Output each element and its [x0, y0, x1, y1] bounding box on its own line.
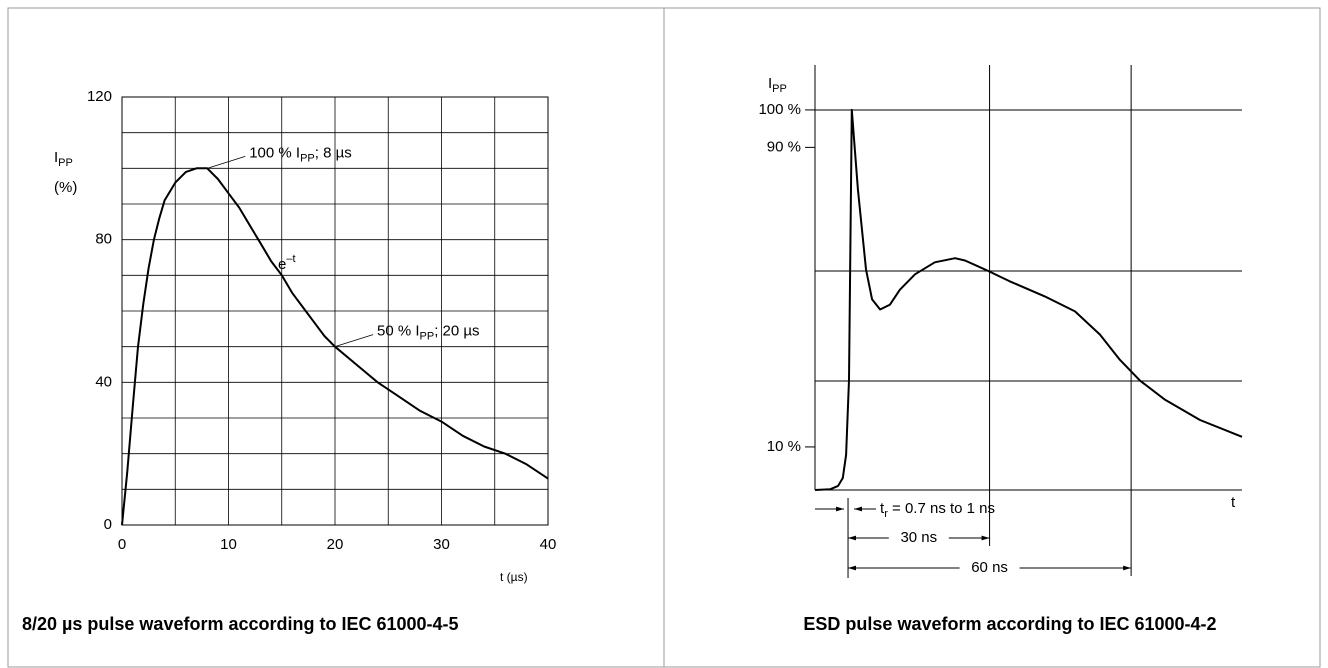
rise-label-part: r [884, 508, 888, 520]
annotation-part: PP [300, 152, 315, 164]
y-tick-label: 120 [87, 88, 112, 105]
y-axis-label-part: I [54, 149, 58, 166]
annotation: 50 % IPP; 20 µs [377, 323, 480, 343]
y-axis-unit: (%) [54, 179, 77, 196]
waveform [121, 167, 549, 526]
y-axis-label-part: PP [58, 157, 73, 169]
y-tick-label: 10 % [767, 438, 801, 455]
waveform [814, 108, 1243, 491]
y-tick-label: 80 [95, 231, 112, 248]
dimension-label: 60 ns [971, 559, 1008, 576]
x-tick-label: 30 [433, 536, 450, 553]
x-tick-label: 20 [327, 536, 344, 553]
y-tick-label: 90 % [767, 138, 801, 155]
annotation: e–t [278, 253, 296, 273]
y-tick-label: 40 [95, 373, 112, 390]
y-axis-label: IPP [54, 149, 73, 169]
y-tick-label: 0 [104, 516, 112, 533]
annotation-part: 50 % I [377, 323, 420, 340]
plot-border [121, 96, 549, 526]
label-background [959, 559, 1020, 577]
dimension-label: 30 ns [900, 529, 937, 546]
rise-label: tr = 0.7 ns to 1 ns [880, 500, 995, 520]
annotation-part: ; 8 µs [315, 144, 352, 161]
annotation-part: e [278, 256, 286, 273]
annotation-part: 100 % I [249, 144, 300, 161]
rise-label-part: t [880, 500, 885, 517]
label-background [888, 529, 949, 547]
y-tick-label: 100 % [758, 101, 801, 118]
x-axis-label: t (µs) [500, 570, 528, 584]
caption: ESD pulse waveform according to IEC 6100… [803, 614, 1216, 634]
y-axis-label-part: PP [772, 83, 787, 95]
x-tick-label: 0 [118, 536, 126, 553]
x-axis-label: t [1231, 494, 1236, 511]
rise-label-part: = 0.7 ns to 1 ns [888, 500, 995, 517]
x-tick-label: 10 [220, 536, 237, 553]
y-axis-label: IPP [768, 75, 787, 95]
annotation-part: –t [286, 253, 295, 265]
annotation: 100 % IPP; 8 µs [249, 144, 352, 164]
annotation-part: ; 20 µs [434, 323, 479, 340]
leader-line [334, 334, 374, 348]
y-axis-label-part: I [768, 75, 772, 92]
leader-line [207, 155, 246, 169]
annotation-part: PP [420, 331, 435, 343]
caption: 8/20 µs pulse waveform according to IEC … [22, 614, 459, 634]
x-tick-label: 40 [540, 536, 557, 553]
